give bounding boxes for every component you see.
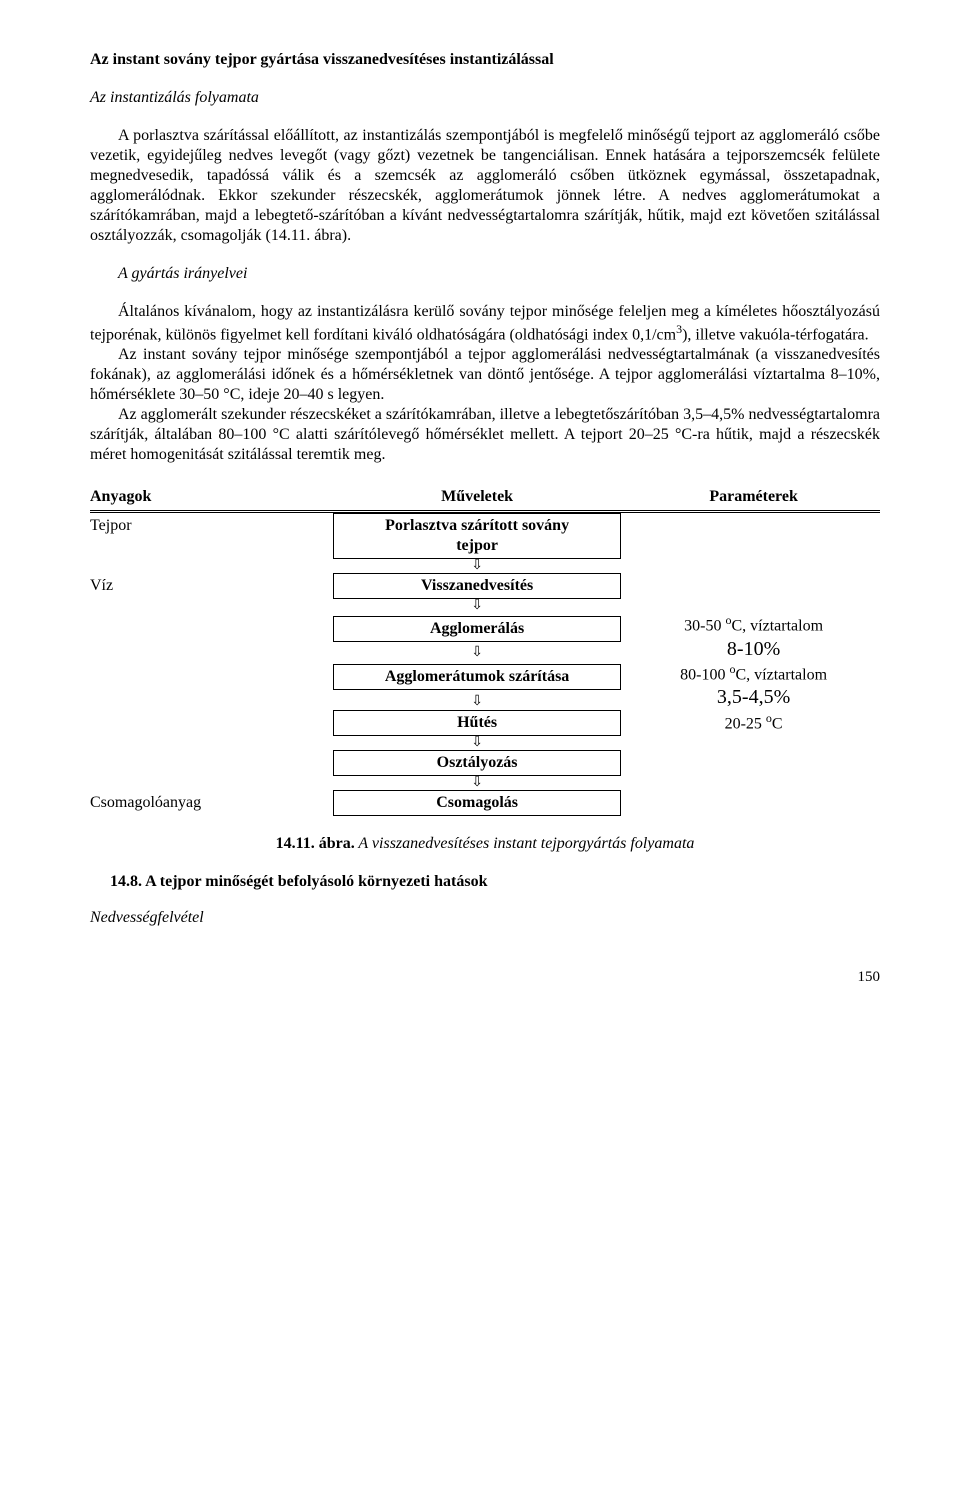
table-row: Tejpor Porlasztva szárított sovány tejpo… (90, 512, 880, 560)
table-header-row: Anyagok Műveletek Paraméterek (90, 483, 880, 512)
param-value: 3,5-4,5% (717, 686, 790, 708)
param-value: 8-10% (727, 638, 780, 660)
op-agglomeralas: Agglomerálás (333, 616, 621, 642)
col-header-operations: Műveletek (327, 483, 627, 512)
text-fragment: 80-100 (680, 666, 729, 683)
paragraph-process: A porlasztva szárítással előállított, az… (90, 126, 880, 246)
text-fragment: C, víztartalom (731, 618, 823, 635)
section-heading: 14.8. A tejpor minőségét befolyásoló kör… (90, 872, 880, 892)
page-title: Az instant sovány tejpor gyártása vissza… (90, 50, 880, 70)
page-number: 150 (90, 968, 880, 987)
param-agglom: 30-50 oC, víztartalom 8-10% (627, 613, 880, 661)
op-hutes: Hűtés (333, 710, 621, 736)
table-row: Csomagolóanyag Csomagolás (90, 790, 880, 816)
col-header-parameters: Paraméterek (627, 483, 880, 512)
op-text: tejpor (456, 537, 498, 554)
text-fragment: 20-25 (725, 716, 766, 733)
op-text: Porlasztva szárított sovány (385, 517, 569, 534)
down-arrow-icon: ⇩ (327, 599, 627, 613)
paragraph-guideline-2: Az instant sovány tejpor minősége szempo… (90, 345, 880, 405)
material-csomagoloanyag: Csomagolóanyag (90, 790, 327, 816)
text-fragment: 30-50 (684, 618, 725, 635)
subsection-subtitle: Nedvességfelvétel (90, 908, 880, 928)
text-fragment: C (772, 716, 783, 733)
process-subtitle: Az instantizálás folyamata (90, 88, 880, 108)
text-fragment: C, víztartalom (735, 666, 827, 683)
param-szaritas: 80-100 oC, víztartalom 3,5-4,5% (627, 662, 880, 710)
table-row: Agglomerátumok szárítása 80-100 oC, vízt… (90, 662, 880, 693)
guidelines-subtitle: A gyártás irányelvei (90, 264, 880, 284)
table-row: Osztályozás (90, 750, 880, 776)
op-visszanedvesites: Visszanedvesítés (333, 573, 621, 599)
op-agglom-szaritas: Agglomerátumok szárítása (333, 664, 621, 690)
down-arrow-icon: ⇩ (327, 645, 627, 662)
figure-caption: 14.11. ábra. A visszanedvesítéses instan… (90, 834, 880, 854)
text-fragment: ), illetve vakuóla-térfogatára. (682, 326, 869, 343)
down-arrow-icon: ⇩ (327, 559, 627, 573)
down-arrow-icon: ⇩ (327, 776, 627, 790)
material-viz: Víz (90, 573, 327, 599)
op-porlasztva: Porlasztva szárított sovány tejpor (333, 513, 621, 559)
param-hutes: 20-25 oC (627, 710, 880, 736)
down-arrow-icon: ⇩ (327, 736, 627, 750)
down-arrow-icon: ⇩ (327, 693, 627, 710)
material-tejpor: Tejpor (90, 512, 327, 560)
paragraph-guideline-1: Általános kívánalom, hogy az instantizál… (90, 302, 880, 345)
table-row: Hűtés 20-25 oC (90, 710, 880, 736)
process-flow-table: Anyagok Műveletek Paraméterek Tejpor Por… (90, 483, 880, 816)
figure-text: A visszanedvesítéses instant tejporgyárt… (355, 835, 695, 852)
op-csomagolas: Csomagolás (333, 790, 621, 816)
table-row: Víz Visszanedvesítés (90, 573, 880, 599)
paragraph-guideline-3: Az agglomerált szekunder részecskéket a … (90, 405, 880, 465)
col-header-materials: Anyagok (90, 483, 327, 512)
figure-number: 14.11. ábra. (276, 835, 355, 852)
op-osztalyozas: Osztályozás (333, 750, 621, 776)
table-row: Agglomerálás 30-50 oC, víztartalom 8-10% (90, 613, 880, 644)
